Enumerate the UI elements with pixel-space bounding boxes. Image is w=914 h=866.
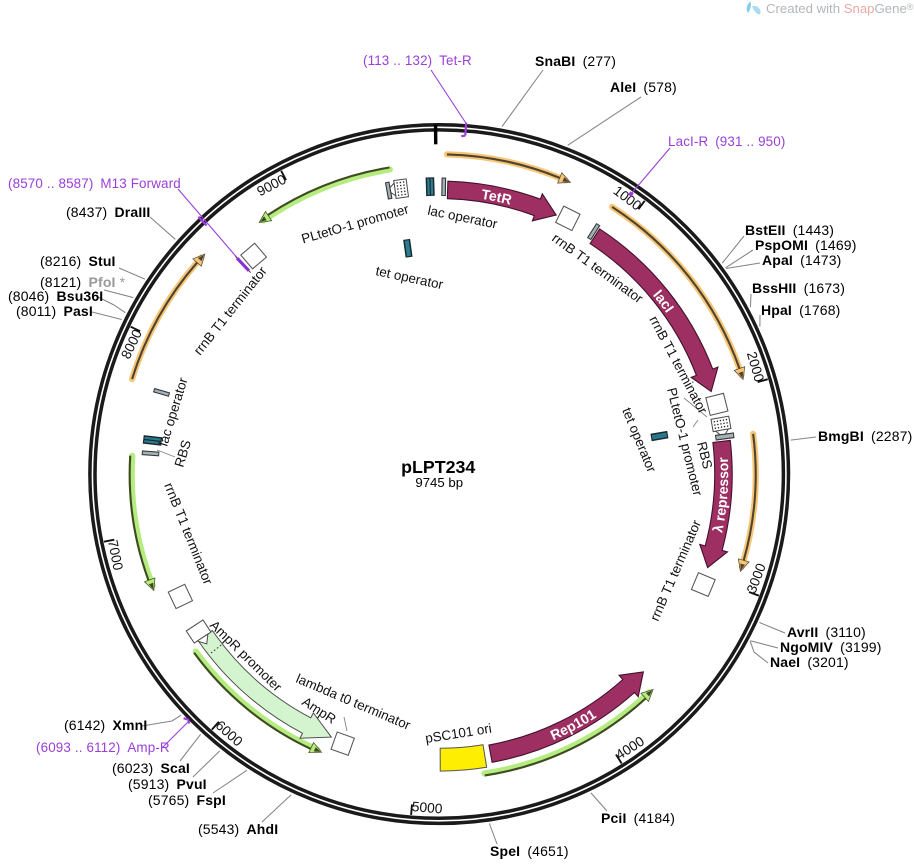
svg-text:(6142) XmnI: (6142) XmnI	[64, 717, 147, 733]
svg-text:BmgBI (2287): BmgBI (2287)	[818, 428, 912, 444]
svg-text:SnaBI (277): SnaBI (277)	[535, 53, 616, 69]
svg-text:9745 bp: 9745 bp	[415, 475, 463, 490]
svg-text:(8011) PasI: (8011) PasI	[16, 303, 93, 319]
svg-text:NaeI (3201): NaeI (3201)	[770, 654, 849, 670]
svg-text:(6093 .. 6112) Amp-R: (6093 .. 6112) Amp-R	[36, 740, 170, 755]
svg-text:5000: 5000	[411, 799, 443, 816]
svg-text:(8570 .. 8587) M13 Forward: (8570 .. 8587) M13 Forward	[8, 176, 181, 191]
svg-text:PciI (4184): PciI (4184)	[601, 810, 675, 826]
svg-text:BssHII (1673): BssHII (1673)	[752, 280, 845, 296]
svg-text:AleI (578): AleI (578)	[610, 79, 677, 95]
svg-text:SpeI (4651): SpeI (4651)	[490, 843, 569, 859]
svg-text:(113 .. 132) Tet-R: (113 .. 132) Tet-R	[363, 53, 472, 68]
svg-text:NgoMIV (3199): NgoMIV (3199)	[780, 639, 882, 655]
svg-text:Created with SnapGene®: Created with SnapGene®	[766, 1, 914, 16]
svg-text:(5543) AhdI: (5543) AhdI	[198, 821, 278, 837]
svg-text:BstEII (1443): BstEII (1443)	[745, 222, 834, 238]
svg-text:(8046) Bsu36I: (8046) Bsu36I	[8, 288, 103, 304]
svg-text:ApaI (1473): ApaI (1473)	[762, 252, 841, 268]
svg-text:(8437) DraIII: (8437) DraIII	[66, 204, 150, 220]
svg-text:AvrII (3110): AvrII (3110)	[787, 624, 866, 640]
svg-text:(6023) ScaI: (6023) ScaI	[112, 760, 190, 776]
svg-text:(5913) PvuI: (5913) PvuI	[128, 776, 207, 792]
svg-text:(8121) PfoI *: (8121) PfoI *	[40, 274, 126, 290]
svg-text:(5765) FspI: (5765) FspI	[148, 792, 226, 808]
svg-text:(8216) StuI: (8216) StuI	[40, 253, 116, 269]
svg-text:PspOMI (1469): PspOMI (1469)	[755, 237, 857, 253]
svg-text:HpaI (1768): HpaI (1768)	[761, 302, 840, 318]
svg-text:LacI-R (931 .. 950): LacI-R (931 .. 950)	[668, 134, 785, 149]
